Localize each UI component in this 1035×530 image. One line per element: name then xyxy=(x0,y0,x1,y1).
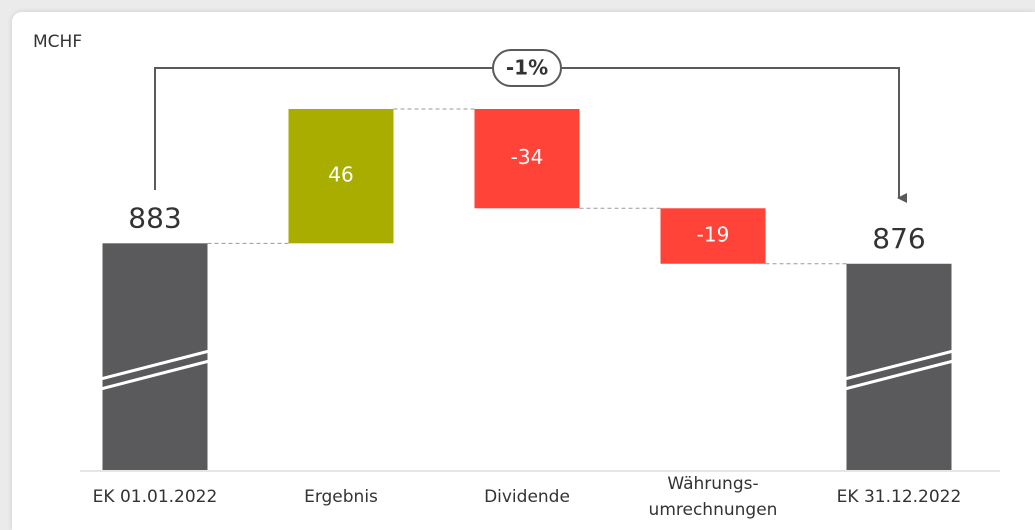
value-label: -19 xyxy=(697,223,730,247)
bar xyxy=(660,208,766,264)
axis-break xyxy=(832,356,966,394)
bar xyxy=(288,109,394,244)
x-tick-label: Währungs- umrechnungen xyxy=(648,474,778,520)
value-label: -34 xyxy=(511,145,544,169)
value-label: 876 xyxy=(872,222,925,255)
bar xyxy=(474,109,580,209)
axis-break xyxy=(832,346,966,384)
axis-break xyxy=(88,356,222,394)
axis-break xyxy=(88,346,222,384)
x-tick-label: EK 31.12.2022 xyxy=(836,487,962,507)
x-tick-label: EK 01.01.2022 xyxy=(92,487,218,507)
value-label: 883 xyxy=(128,201,181,234)
x-tick-label: Ergebnis xyxy=(304,487,378,507)
unit-label: MCHF xyxy=(33,32,82,52)
x-tick-label: Dividende xyxy=(484,487,570,507)
value-label: 46 xyxy=(328,163,353,187)
change-label: -1% xyxy=(506,56,548,80)
change-badge xyxy=(492,49,562,87)
